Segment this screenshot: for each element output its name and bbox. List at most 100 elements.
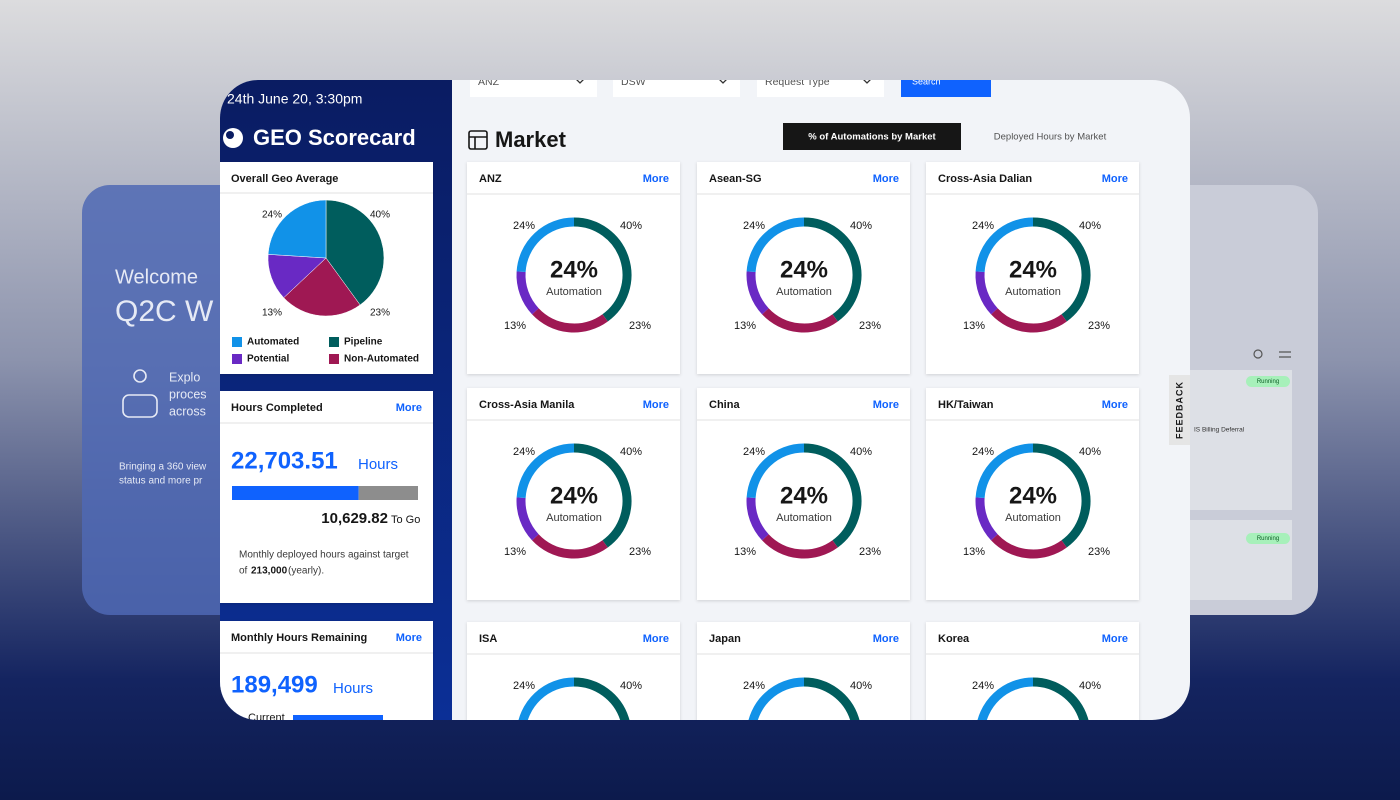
card [926, 162, 1139, 374]
donut-center: 24% [780, 482, 828, 509]
more-link[interactable]: More [643, 633, 669, 645]
donut-segment [803, 677, 862, 720]
pie-label: 13% [262, 308, 282, 319]
hours-unit: Hours [333, 680, 373, 697]
donut-segment [1032, 217, 1091, 322]
donut-label: 24% [513, 446, 535, 458]
donut-segment [762, 308, 838, 333]
donut-segment [746, 497, 769, 541]
pie-slice [283, 257, 361, 317]
donut-label: 24% [972, 680, 994, 692]
donut-label: 13% [734, 320, 756, 332]
welcome-title: Q2C W [115, 295, 214, 328]
donut-label: 13% [504, 546, 526, 558]
more-link[interactable]: More [396, 402, 422, 414]
donut-label: 24% [743, 220, 765, 232]
donut-label: 40% [850, 446, 872, 458]
donut-label: 40% [1079, 446, 1101, 458]
tab-label[interactable]: % of Automations by Market [808, 132, 936, 143]
globe-icon [223, 128, 243, 148]
more-link[interactable]: More [1102, 633, 1128, 645]
pie-label: 23% [370, 308, 390, 319]
search-icon [1253, 349, 1263, 359]
donut-center: 24% [1009, 716, 1057, 743]
more-link[interactable]: More [873, 633, 899, 645]
donut-center-label: Automation [776, 286, 832, 298]
card-title: Asean-SG [709, 173, 762, 185]
donut-segment [573, 443, 632, 548]
more-link[interactable]: More [1102, 399, 1128, 411]
date: 24th June 20, 3:30pm [227, 91, 362, 107]
legend-label: Automated [247, 337, 299, 348]
list-item: IS Billing Deferral [1194, 427, 1245, 434]
donut-segment [573, 217, 632, 322]
search-label: Search [912, 76, 941, 86]
welcome-text: Welcome [115, 266, 198, 288]
dropdown[interactable] [757, 68, 884, 97]
donut-label: 40% [620, 446, 642, 458]
dropdown[interactable] [613, 68, 740, 97]
dropdown-label: DSW [621, 76, 646, 88]
tab-active[interactable] [783, 123, 961, 150]
status-pill [1246, 376, 1290, 387]
chevron [862, 80, 872, 84]
donut-label: 24% [513, 220, 535, 232]
dropdown[interactable] [470, 68, 597, 97]
feedback-label[interactable]: FEEDBACK [1174, 381, 1184, 439]
donut-segment [516, 677, 575, 720]
donut-center-label: Automation [546, 512, 602, 524]
donut-label: 24% [513, 680, 535, 692]
donut-center: 24% [780, 256, 828, 283]
donut-center-label: Automation [1005, 512, 1061, 524]
pie-label: 40% [370, 210, 390, 221]
app-title: GEO Scorecard [253, 125, 416, 150]
donut-segment [746, 677, 805, 720]
current-label: Current [248, 712, 285, 724]
progress-remaining [358, 486, 418, 500]
donut-label: 24% [972, 220, 994, 232]
donut-segment [1032, 677, 1091, 720]
donut-label: 40% [620, 680, 642, 692]
dropdown-label: ANZ [478, 76, 500, 88]
search-button[interactable] [901, 68, 991, 97]
progress-bar [293, 715, 383, 720]
donut-segment [516, 443, 575, 499]
donut-segment [516, 271, 539, 315]
card-title: Hours Completed [231, 402, 323, 414]
more-link[interactable]: More [643, 399, 669, 411]
pie-label: 24% [262, 210, 282, 221]
donut-label: 24% [972, 446, 994, 458]
legend-swatch [232, 337, 242, 347]
legend-label: Pipeline [344, 337, 383, 348]
card-title: China [709, 399, 740, 411]
card-title: ISA [479, 633, 497, 645]
card [467, 622, 680, 720]
donut-segment [975, 677, 1034, 720]
donut-center-label: Automation [776, 512, 832, 524]
chevron [575, 80, 585, 84]
donut-segment [573, 677, 632, 720]
welcome-caption: Bringing a 360 view [119, 462, 207, 473]
status-pill [1246, 533, 1290, 544]
donut-label: 40% [1079, 680, 1101, 692]
globe-icon-detail [226, 131, 234, 139]
tab-label[interactable]: Deployed Hours by Market [994, 132, 1107, 143]
more-link[interactable]: More [873, 173, 899, 185]
donut-segment [975, 217, 1034, 273]
more-link[interactable]: More [1102, 173, 1128, 185]
more-link[interactable]: More [643, 173, 669, 185]
donut-segment [746, 271, 769, 315]
more-link[interactable]: More [873, 399, 899, 411]
note: of [239, 566, 248, 577]
donut-center: 24% [550, 482, 598, 509]
donut-label: 13% [504, 320, 526, 332]
feedback-tab[interactable] [1169, 375, 1190, 445]
more-link[interactable]: More [396, 632, 422, 644]
donut-center: 24% [780, 716, 828, 743]
main-window: 24th June 20, 3:30pm GEO Scorecard ANZ DSW R… [220, 68, 1190, 743]
donut-label: 23% [1088, 546, 1110, 558]
donut-center-label: Automation [546, 286, 602, 298]
donut-segment [1032, 443, 1091, 548]
donut-label: 13% [963, 546, 985, 558]
donut-label: 13% [963, 320, 985, 332]
